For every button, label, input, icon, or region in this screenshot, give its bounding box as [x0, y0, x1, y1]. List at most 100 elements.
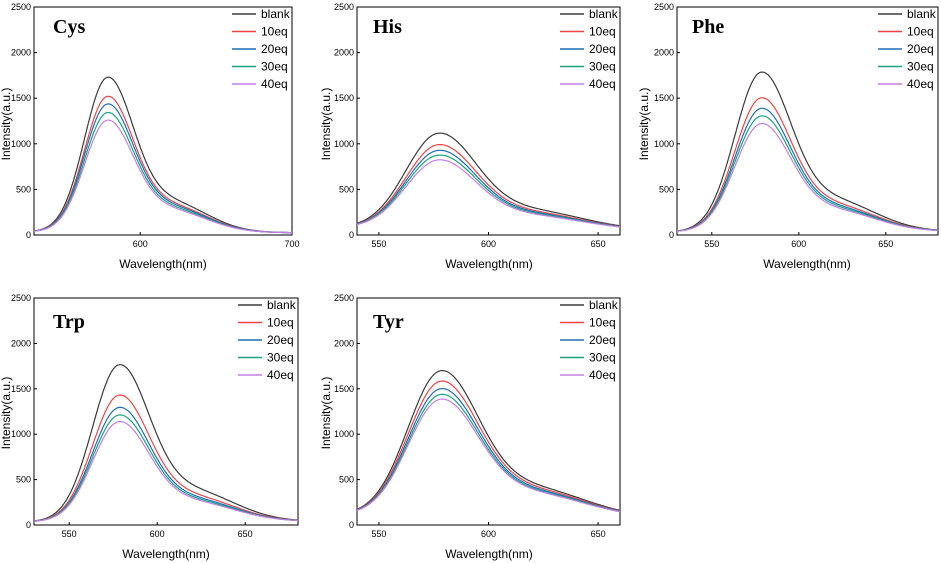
- y-tick-label-cys: 2500: [11, 2, 31, 12]
- legend-label-blank-cys: blank: [261, 7, 291, 21]
- legend-label-30eq-trp: 30eq: [267, 351, 294, 365]
- x-axis-title-trp: Wavelength(nm): [122, 547, 210, 561]
- y-axis-title-his: Intensity(a.u.): [319, 88, 333, 161]
- y-tick-label-tyr: 1500: [334, 384, 354, 394]
- y-tick-label-cys: 1500: [11, 93, 31, 103]
- legend-label-blank-trp: blank: [267, 298, 297, 312]
- legend-label-blank-phe: blank: [907, 7, 937, 21]
- legend-label-30eq-his: 30eq: [589, 60, 616, 74]
- y-tick-label-his: 1000: [334, 139, 354, 149]
- series-10eq-phe: [676, 97, 938, 232]
- legend-label-blank-tyr: blank: [589, 298, 619, 312]
- series-40eq-his: [356, 159, 621, 228]
- y-tick-label-phe: 1000: [654, 139, 674, 149]
- legend-label-20eq-cys: 20eq: [261, 42, 288, 56]
- y-tick-label-cys: 500: [16, 184, 31, 194]
- series-30eq-cys: [33, 111, 292, 234]
- panel-label-phe: Phe: [692, 16, 724, 38]
- y-tick-label-phe: 2500: [654, 2, 674, 12]
- x-tick-label-tyr: 600: [481, 529, 496, 539]
- x-axis-title-phe: Wavelength(nm): [763, 257, 851, 271]
- legend-label-20eq-tyr: 20eq: [589, 333, 616, 347]
- y-tick-label-his: 0: [349, 230, 354, 240]
- legend-label-40eq-his: 40eq: [589, 77, 616, 91]
- series-blank-cys: [33, 76, 292, 234]
- y-tick-label-phe: 0: [669, 230, 674, 240]
- x-tick-label-cys: 700: [284, 239, 299, 249]
- y-tick-label-trp: 1500: [11, 384, 31, 394]
- legend-label-20eq-his: 20eq: [589, 42, 616, 56]
- x-tick-label-trp: 600: [150, 529, 165, 539]
- y-tick-label-trp: 2500: [11, 293, 31, 303]
- plot-frame-phe: [676, 6, 939, 236]
- x-tick-label-his: 600: [481, 239, 496, 249]
- series-10eq-tyr: [356, 380, 621, 512]
- legend-label-20eq-phe: 20eq: [907, 42, 934, 56]
- y-tick-label-tyr: 2500: [334, 293, 354, 303]
- y-tick-label-trp: 1000: [11, 429, 31, 439]
- plot-frame-his: [356, 6, 621, 236]
- legend-label-20eq-trp: 20eq: [267, 333, 294, 347]
- panel-his: His Wavelength(nm) Intensity(a.u.) 0 500 1…: [319, 2, 621, 271]
- legend-label-40eq-tyr: 40eq: [589, 368, 616, 382]
- x-tick-label-his: 550: [371, 239, 386, 249]
- x-tick-label-phe: 550: [704, 239, 719, 249]
- series-20eq-his: [356, 149, 621, 228]
- legend-label-10eq-tyr: 10eq: [589, 316, 616, 330]
- x-tick-label-phe: 650: [878, 239, 893, 249]
- x-tick-label-phe: 600: [791, 239, 806, 249]
- legend-label-30eq-cys: 30eq: [261, 60, 288, 74]
- series-blank-phe: [676, 71, 939, 232]
- series-30eq-tyr: [356, 393, 621, 513]
- legend-label-10eq-trp: 10eq: [267, 316, 294, 330]
- y-tick-label-cys: 1000: [11, 139, 31, 149]
- plot-frame-trp: [33, 297, 299, 526]
- legend-label-blank-his: blank: [589, 7, 619, 21]
- series-40eq-cys: [34, 119, 292, 234]
- y-tick-label-cys: 0: [26, 230, 31, 240]
- x-tick-label-tyr: 650: [591, 529, 606, 539]
- x-tick-label-cys: 600: [133, 239, 148, 249]
- x-axis-title-his: Wavelength(nm): [445, 257, 533, 271]
- series-20eq-tyr: [356, 387, 621, 512]
- y-axis-title-trp: Intensity(a.u.): [0, 377, 13, 450]
- series-20eq-phe: [676, 107, 938, 232]
- series-blank-tyr: [356, 370, 621, 511]
- panel-tyr: Tyr Wavelength(nm) Intensity(a.u.) 0 500 1…: [319, 293, 621, 561]
- panel-label-trp: Trp: [53, 311, 85, 333]
- panel-label-tyr: Tyr: [373, 311, 404, 333]
- x-tick-label-trp: 650: [238, 529, 253, 539]
- x-axis-title-tyr: Wavelength(nm): [445, 547, 533, 561]
- legend-label-10eq-his: 10eq: [589, 25, 616, 39]
- series-blank-trp: [33, 364, 298, 522]
- legend-label-10eq-phe: 10eq: [907, 25, 934, 39]
- y-tick-label-his: 500: [339, 184, 354, 194]
- y-tick-label-trp: 500: [16, 475, 31, 485]
- legend-label-10eq-cys: 10eq: [261, 25, 288, 39]
- y-axis-title-phe: Intensity(a.u.): [637, 88, 651, 161]
- series-10eq-cys: [33, 95, 292, 234]
- legend-label-40eq-cys: 40eq: [261, 77, 288, 91]
- panel-label-cys: Cys: [53, 16, 85, 38]
- x-tick-label-his: 650: [591, 239, 606, 249]
- series-40eq-tyr: [356, 398, 621, 513]
- y-tick-label-his: 2000: [334, 48, 354, 58]
- y-tick-label-tyr: 1000: [334, 429, 354, 439]
- panel-cys: Cys Wavelength(nm) Intensity(a.u.) 0 500 1…: [0, 2, 300, 271]
- y-axis-title-cys: Intensity(a.u.): [0, 88, 13, 161]
- series-blank-his: [356, 132, 621, 227]
- y-tick-label-tyr: 500: [339, 475, 354, 485]
- x-axis-title-cys: Wavelength(nm): [119, 257, 207, 271]
- legend-label-40eq-trp: 40eq: [267, 368, 294, 382]
- series-20eq-trp: [34, 406, 298, 522]
- series-10eq-his: [356, 144, 621, 227]
- y-tick-label-trp: 2000: [11, 338, 31, 348]
- legend-label-40eq-phe: 40eq: [907, 77, 934, 91]
- legend-label-30eq-phe: 30eq: [907, 60, 934, 74]
- y-tick-label-tyr: 0: [349, 520, 354, 530]
- y-tick-label-phe: 500: [659, 184, 674, 194]
- series-40eq-phe: [676, 122, 938, 232]
- panel-phe: Phe Wavelength(nm) Intensity(a.u.) 0 500 1…: [637, 2, 939, 271]
- panel-label-his: His: [373, 16, 402, 38]
